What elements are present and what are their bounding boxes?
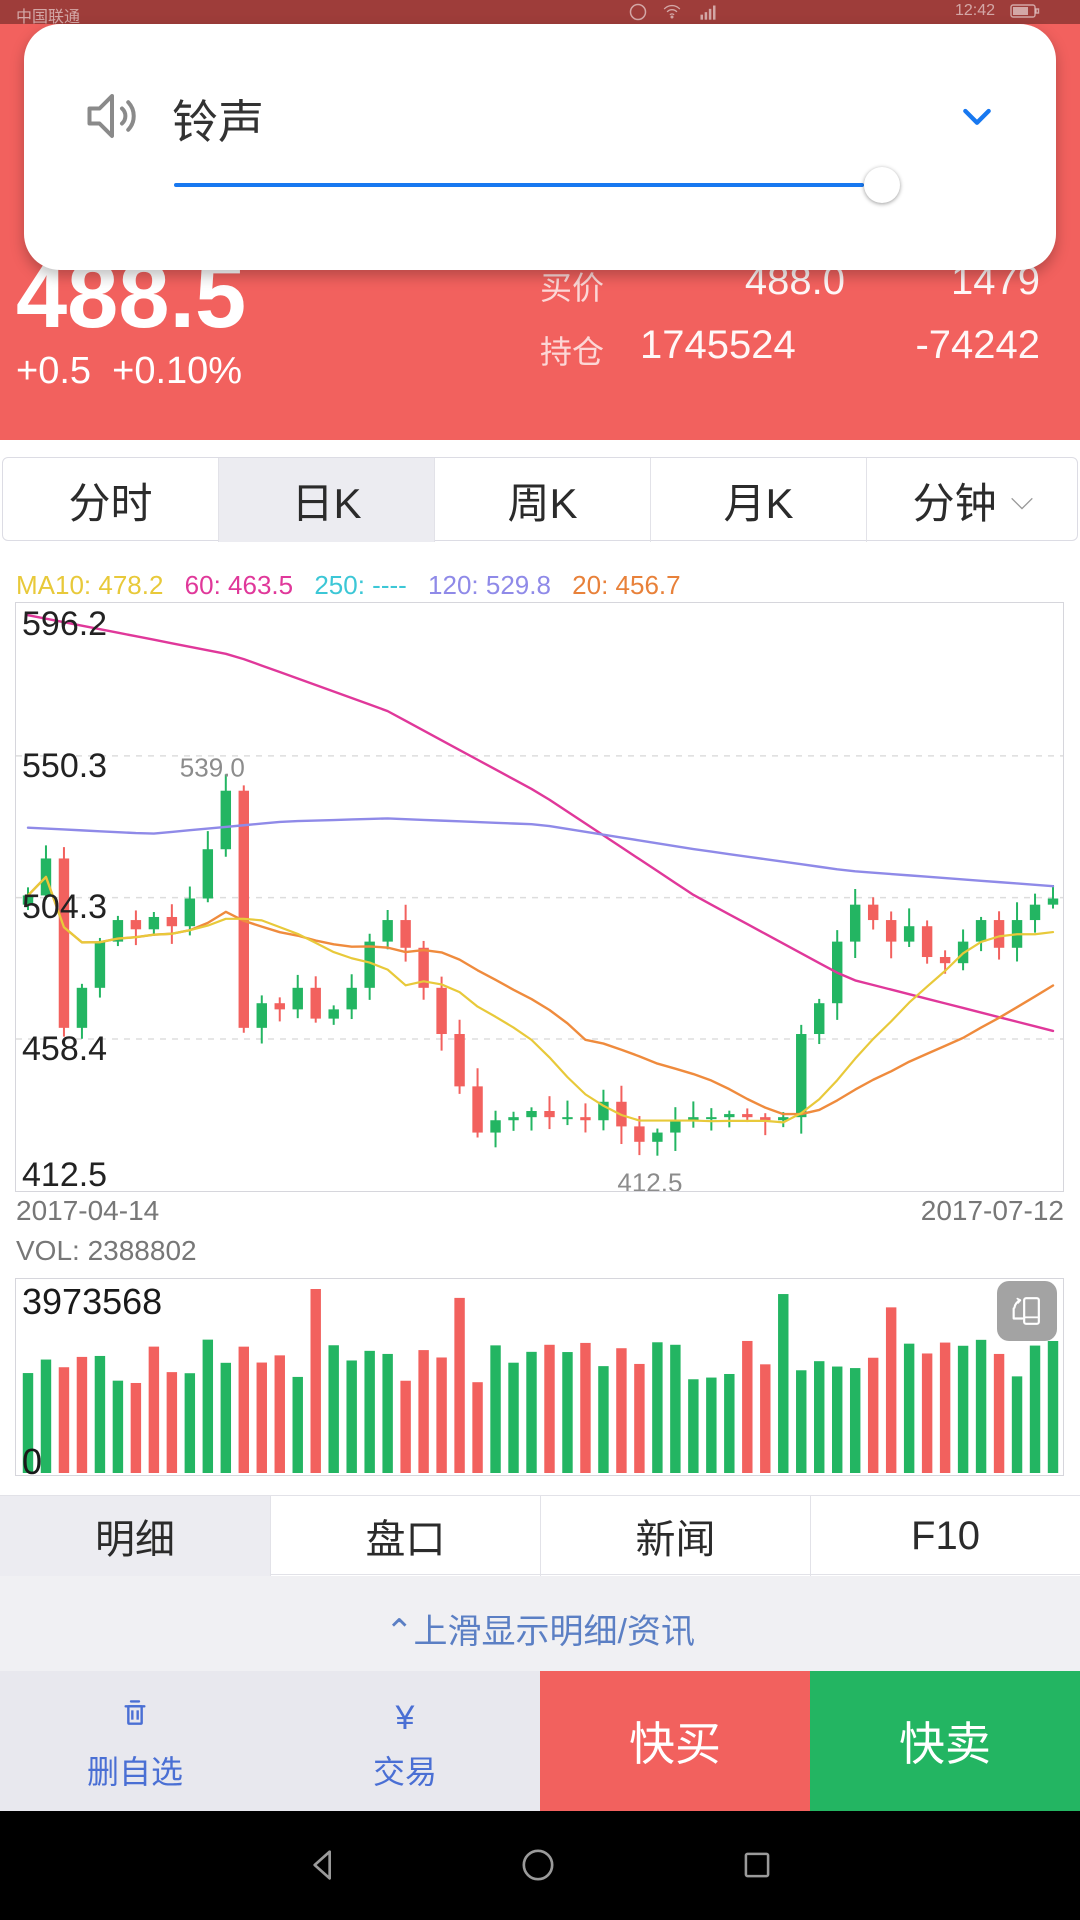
svg-text:412.5: 412.5 — [617, 1168, 682, 1192]
svg-text:539.0: 539.0 — [180, 752, 245, 782]
